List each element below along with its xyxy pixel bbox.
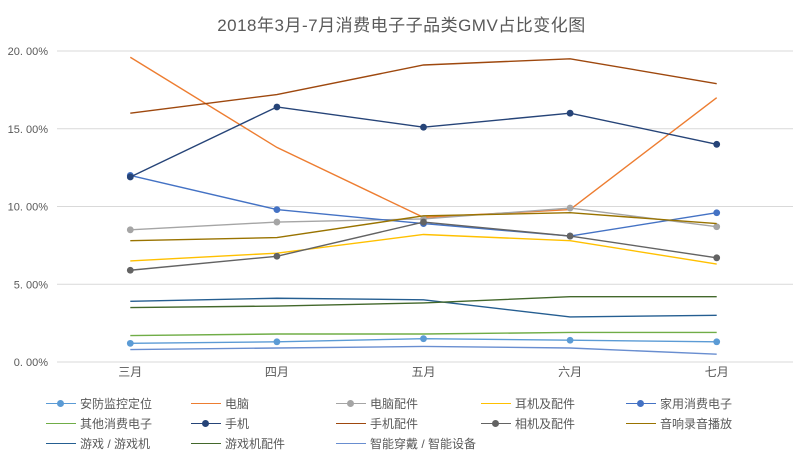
- legend-marker-dot: [492, 419, 499, 427]
- legend-item-4: 家用消费电子: [626, 393, 771, 413]
- legend-line-swatch: [336, 399, 366, 408]
- series-line-1: [129, 56, 718, 219]
- legend-item-6: 手机: [191, 413, 336, 433]
- series-line-12: [130, 345, 717, 355]
- data-point: [713, 223, 721, 231]
- data-point: [713, 209, 721, 217]
- legend-line-swatch: [46, 439, 76, 448]
- series-line-3: [130, 233, 717, 265]
- legend-label: 电脑: [225, 396, 250, 411]
- y-axis-tick-label: 15. 00%: [8, 124, 49, 136]
- legend-line-swatch: [336, 439, 366, 448]
- x-axis-label: 四月: [265, 365, 289, 379]
- legend-label: 安防监控定位: [80, 396, 153, 411]
- legend-line-swatch: [191, 439, 221, 448]
- y-axis-tick-label: 10. 00%: [8, 202, 49, 214]
- legend-marker-dot: [347, 399, 354, 407]
- legend-label: 其他消费电子: [80, 416, 153, 431]
- legend-item-2: 电脑配件: [336, 393, 481, 413]
- data-point: [713, 338, 721, 346]
- legend-label: 游戏 / 游戏机: [80, 436, 151, 451]
- legend-item-3: 耳机及配件: [481, 393, 626, 413]
- legend-label: 电脑配件: [370, 396, 419, 411]
- series-line-6: [129, 106, 717, 178]
- data-point: [126, 266, 134, 274]
- legend-line-swatch: [481, 419, 511, 428]
- series-line-5: [130, 331, 717, 337]
- legend-line-swatch: [626, 399, 656, 408]
- data-point: [420, 335, 427, 343]
- plot-area: 0. 00% 5. 00% 10. 00% 15. 00% 20. 00% 三月 四月 五月 六…: [8, 46, 793, 379]
- legend: 安防监控定位 电脑 电脑配件 耳机及配件 家用消费电子其他消费电子 手机 手机配件 相机及配件…: [46, 393, 771, 453]
- legend-label: 手机配件: [370, 416, 419, 431]
- data-point: [273, 206, 281, 214]
- legend-line-swatch: [191, 399, 221, 408]
- legend-label: 家用消费电子: [660, 396, 733, 411]
- y-axis-tick-label: 20. 00%: [8, 46, 49, 58]
- series-line-10: [130, 297, 717, 318]
- legend-line-swatch: [481, 399, 511, 408]
- x-axis-label: 六月: [558, 365, 582, 379]
- data-point: [566, 232, 574, 240]
- data-point: [126, 173, 134, 181]
- chart-title: 2018年3月-7月消费电子子品类GMV占比变化图: [217, 16, 586, 35]
- data-point: [420, 123, 427, 131]
- legend-line-swatch: [46, 419, 76, 428]
- legend-item-12: 智能穿戴 / 智能设备: [336, 433, 481, 453]
- legend-marker-dot: [637, 399, 644, 407]
- legend-marker-dot: [57, 399, 64, 407]
- series-line-8: [130, 221, 717, 271]
- legend-label: 音响录音播放: [660, 416, 733, 431]
- data-point: [273, 218, 281, 226]
- legend-line-swatch: [626, 419, 656, 428]
- data-point: [273, 338, 281, 346]
- x-axis-label: 三月: [118, 365, 142, 379]
- legend-item-5: 其他消费电子: [46, 413, 191, 433]
- legend-item-8: 相机及配件: [481, 413, 626, 433]
- legend-marker-dot: [202, 419, 209, 427]
- legend-item-11: 游戏机配件: [191, 433, 336, 453]
- data-point: [713, 140, 721, 148]
- legend-label: 游戏机配件: [225, 436, 286, 451]
- data-point: [566, 336, 574, 344]
- data-point: [420, 218, 427, 226]
- legend-item-9: 音响录音播放: [626, 413, 771, 433]
- y-axis-tick-label: 0. 00%: [14, 357, 48, 369]
- legend-item-1: 电脑: [191, 393, 336, 413]
- series-line-9: [130, 212, 717, 242]
- data-point: [566, 109, 574, 117]
- y-axis-tick-label: 5. 00%: [14, 279, 48, 291]
- series-line-7: [130, 58, 717, 114]
- series-line-11: [130, 295, 717, 309]
- legend-item-10: 游戏 / 游戏机: [46, 433, 191, 453]
- legend-line-swatch: [191, 419, 221, 428]
- legend-label: 耳机及配件: [515, 396, 576, 411]
- data-point: [126, 226, 134, 234]
- x-axis-label: 五月: [411, 365, 435, 379]
- legend-label: 手机: [225, 416, 250, 431]
- legend-item-0: 安防监控定位: [46, 393, 191, 413]
- data-point: [273, 103, 281, 111]
- legend-label: 智能穿戴 / 智能设备: [370, 436, 477, 451]
- data-point: [273, 252, 281, 260]
- legend-item-7: 手机配件: [336, 413, 481, 433]
- legend-line-swatch: [336, 419, 366, 428]
- data-point: [126, 339, 134, 347]
- legend-label: 相机及配件: [515, 416, 576, 431]
- legend-line-swatch: [46, 399, 76, 408]
- data-point: [713, 254, 721, 262]
- x-axis-label: 七月: [705, 365, 729, 379]
- data-point: [566, 204, 574, 212]
